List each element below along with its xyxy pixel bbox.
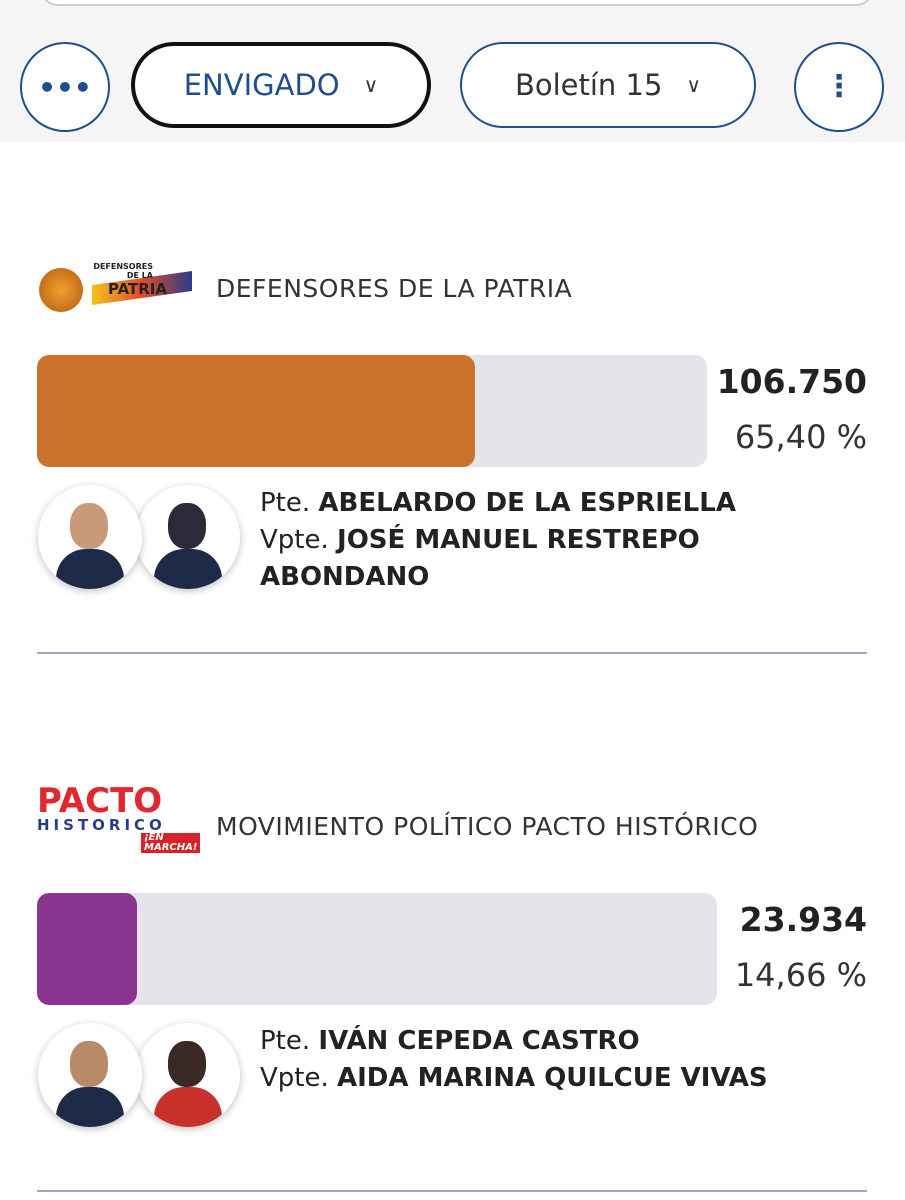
president-line: Pte. ABELARDO DE LA ESPRIELLA [260, 485, 820, 522]
candidate-photo [38, 1023, 142, 1127]
menu-button[interactable]: ••• [20, 42, 110, 132]
president-line: Pte. IVÁN CEPEDA CASTRO [260, 1023, 820, 1060]
role: Vpte. [260, 525, 329, 555]
chevron: ∨ [363, 73, 379, 97]
logo-text: DEFENSORES [93, 262, 153, 271]
party-logo: DEFENSORES DE LA PATRIA [37, 240, 197, 320]
party-logo: PACTO HISTORICO ¡EN MARCHA! [37, 778, 201, 858]
vote-count: 106.750 [716, 362, 867, 401]
vote-bar [37, 355, 476, 467]
role: Pte. [260, 1026, 311, 1056]
location-select[interactable]: ENVIGADO ∨ [131, 42, 431, 128]
vote-bar-track [37, 355, 707, 467]
party-name: DEFENSORES DE LA PATRIA [216, 274, 573, 303]
photo-body [56, 1087, 124, 1127]
photo-face [168, 503, 206, 549]
vote-percent: 14,66 % [734, 956, 867, 994]
logo-text: PATRIA [107, 280, 167, 298]
photo-face [70, 1041, 108, 1087]
vice-line: Vpte. JOSÉ MANUEL RESTREPO ABONDANO [260, 522, 820, 596]
photo-body [154, 1087, 222, 1127]
photo-face [70, 503, 108, 549]
vote-bar [37, 893, 137, 1005]
vote-percent: 65,40 % [734, 418, 867, 456]
candidates: Pte. IVÁN CEPEDA CASTRO Vpte. AIDA MARINA… [260, 1023, 820, 1097]
vice-name: AIDA MARINA QUILCUE VIVAS [337, 1063, 768, 1093]
photo-body [154, 549, 222, 589]
president-name: ABELARDO DE LA ESPRIELLA [318, 488, 736, 518]
logo-text: PACTO [37, 780, 163, 821]
photo-body [56, 549, 124, 589]
candidate-photo [136, 1023, 240, 1127]
separator [37, 652, 867, 654]
role: Pte. [260, 488, 311, 518]
location-text: ENVIGADO [183, 68, 340, 102]
logo-tiger [39, 268, 83, 312]
vice-name: JOSÉ MANUEL RESTREPO ABONDANO [260, 525, 700, 592]
bulletin-select[interactable]: Boletín 15 ∨ [460, 42, 756, 128]
search-bar[interactable] [40, 0, 874, 6]
candidates: Pte. ABELARDO DE LA ESPRIELLA Vpte. JOSÉ … [260, 485, 820, 596]
photo-face [168, 1041, 206, 1087]
logo-text: DE LA [126, 271, 153, 280]
vice-line: Vpte. AIDA MARINA QUILCUE VIVAS [260, 1060, 820, 1097]
chevron: ∨ [686, 73, 702, 97]
candidate-photo [136, 485, 240, 589]
party-name: MOVIMIENTO POLÍTICO PACTO HISTÓRICO [216, 812, 759, 841]
bulletin-text: Boletín 15 [514, 68, 663, 102]
vote-bar-track [37, 893, 717, 1005]
president-name: IVÁN CEPEDA CASTRO [318, 1026, 640, 1056]
role: Vpte. [260, 1063, 329, 1093]
vote-count: 23.934 [739, 900, 867, 939]
logo-text: HISTORICO [37, 815, 166, 834]
logo-text: ¡EN MARCHA! [141, 832, 201, 853]
candidate-photo [38, 485, 142, 589]
more-button[interactable]: ⋮ [794, 42, 884, 132]
separator [37, 1190, 867, 1192]
